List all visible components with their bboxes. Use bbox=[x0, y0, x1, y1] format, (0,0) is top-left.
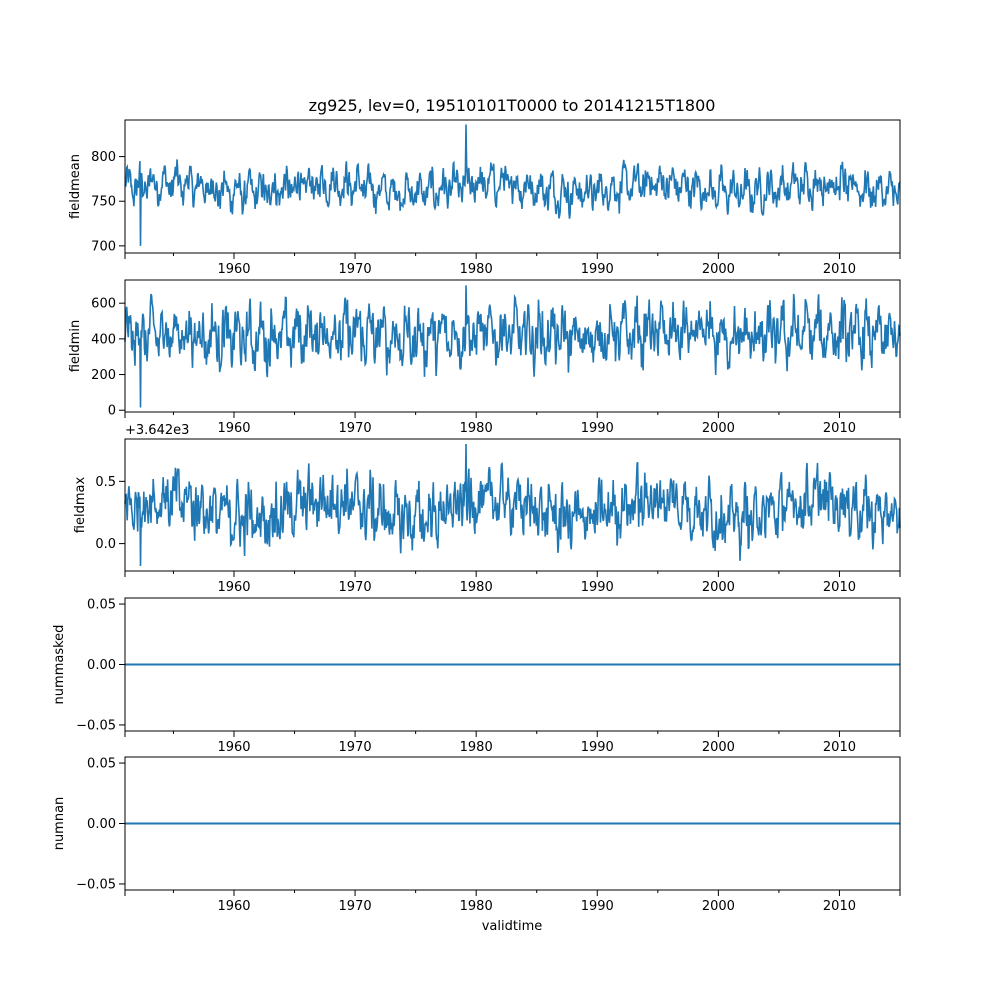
y-tick-label: 200 bbox=[91, 368, 116, 383]
y-tick-label: 0.05 bbox=[87, 757, 116, 772]
y-axis-label-nummasked: nummasked bbox=[52, 625, 67, 705]
panel-nummasked: 1960 1970 1980 1990 2000 2010 −0.05 0.00 0.05 num… bbox=[52, 597, 901, 755]
x-tick-label: 2000 bbox=[702, 740, 735, 755]
x-tick-label: 2010 bbox=[823, 740, 856, 755]
panel-fieldmean: 1960 1970 1980 1990 2000 2010 700 750 800 fieldme… bbox=[68, 119, 901, 277]
x-tick-label: 1970 bbox=[339, 580, 372, 595]
y-axis-label-fieldmin: fieldmin bbox=[68, 320, 83, 373]
x-tick-label: 1980 bbox=[460, 899, 493, 914]
x-tick-label: 1970 bbox=[339, 262, 372, 277]
x-tick-label: 2010 bbox=[823, 580, 856, 595]
x-tick-label: 1970 bbox=[339, 740, 372, 755]
x-tick-label: 1980 bbox=[460, 421, 493, 436]
y-tick-label: 0.5 bbox=[95, 475, 116, 490]
y-tick-label: 0.05 bbox=[87, 598, 116, 613]
y-tick-label: −0.05 bbox=[76, 718, 116, 733]
panel-numnan: 1960 1970 1980 1990 2000 2010 −0.05 0.00 0.05 num… bbox=[52, 756, 901, 914]
panel-fieldmax: 1960 1970 1980 1990 2000 2010 0.0 0.5 fieldmax +3… bbox=[73, 423, 901, 595]
x-tick-label: 1990 bbox=[581, 580, 614, 595]
axes-frame-fieldmean bbox=[124, 119, 901, 254]
panel-fieldmin: 1960 1970 1980 1990 2000 2010 0 200 400 600 fieldm… bbox=[68, 279, 901, 436]
x-tick-label: 2000 bbox=[702, 899, 735, 914]
x-tick-label: 2000 bbox=[702, 421, 735, 436]
x-tick-label: 1960 bbox=[217, 740, 250, 755]
y-tick-label: 0 bbox=[108, 404, 116, 419]
x-tick-label: 1980 bbox=[460, 580, 493, 595]
series-line-fieldmin bbox=[124, 285, 901, 408]
x-tick-label: 2010 bbox=[823, 262, 856, 277]
x-tick-label: 1990 bbox=[581, 262, 614, 277]
x-tick-label: 2000 bbox=[702, 580, 735, 595]
x-tick-label: 1990 bbox=[581, 740, 614, 755]
y-tick-label: 750 bbox=[91, 195, 116, 210]
axes-frame-fieldmin bbox=[124, 279, 901, 413]
x-tick-label: 1960 bbox=[217, 899, 250, 914]
panels-group: 1960 1970 1980 1990 2000 2010700750800fieldme… bbox=[52, 119, 901, 914]
x-tick-label: 2000 bbox=[702, 262, 735, 277]
x-tick-label: 1980 bbox=[460, 262, 493, 277]
x-tick-label: 1990 bbox=[581, 421, 614, 436]
y-tick-label: 800 bbox=[91, 150, 116, 165]
y-offset-label: +3.642e3 bbox=[125, 423, 189, 438]
y-tick-label: 400 bbox=[91, 332, 116, 347]
x-tick-label: 2010 bbox=[823, 421, 856, 436]
y-tick-label: 600 bbox=[91, 297, 116, 312]
x-tick-label: 1990 bbox=[581, 899, 614, 914]
x-tick-label: 1980 bbox=[460, 740, 493, 755]
x-tick-label: 1960 bbox=[217, 580, 250, 595]
x-tick-label: 1960 bbox=[217, 421, 250, 436]
y-tick-label: 700 bbox=[91, 239, 116, 254]
series-line-fieldmax bbox=[124, 443, 901, 567]
y-tick-label: −0.05 bbox=[76, 877, 116, 892]
y-tick-label: 0.00 bbox=[87, 817, 116, 832]
axes-frame-fieldmax bbox=[124, 438, 901, 572]
x-tick-label: 2010 bbox=[823, 899, 856, 914]
y-tick-label: 0.0 bbox=[95, 537, 116, 552]
y-axis-label-numnan: numnan bbox=[52, 797, 67, 851]
x-tick-label: 1970 bbox=[339, 421, 372, 436]
chart-title: zg925, lev=0, 19510101T0000 to 20141215T… bbox=[309, 96, 716, 115]
y-axis-label-fieldmean: fieldmean bbox=[68, 154, 83, 219]
x-tick-label: 1970 bbox=[339, 899, 372, 914]
y-tick-label: 0.00 bbox=[87, 658, 116, 673]
series-line-fieldmean bbox=[124, 124, 901, 246]
x-tick-label: 1960 bbox=[217, 262, 250, 277]
y-axis-label-fieldmax: fieldmax bbox=[73, 477, 88, 534]
x-axis-label: validtime bbox=[482, 919, 543, 934]
